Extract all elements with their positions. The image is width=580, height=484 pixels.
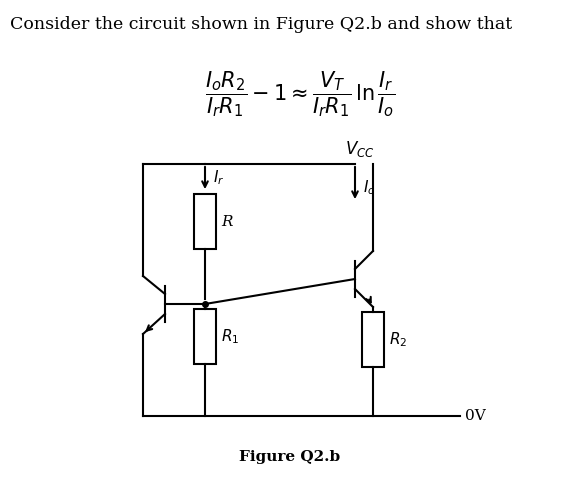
Bar [362, 312, 384, 367]
Text: 0V: 0V [465, 409, 486, 423]
Text: Figure Q2.b: Figure Q2.b [240, 450, 340, 464]
Bar [194, 194, 216, 249]
Text: $I_r$: $I_r$ [213, 168, 224, 187]
Text: Consider the circuit shown in Figure Q2.b and show that: Consider the circuit shown in Figure Q2.… [10, 16, 512, 33]
Text: $V_{CC}$: $V_{CC}$ [345, 139, 375, 159]
Text: $I_o$: $I_o$ [363, 179, 375, 197]
Text: $R_1$: $R_1$ [221, 327, 240, 346]
Text: $\dfrac{I_oR_2}{I_rR_1} - 1 \approx \dfrac{V_T}{I_rR_1}\,\ln\dfrac{I_r}{I_o}$: $\dfrac{I_oR_2}{I_rR_1} - 1 \approx \dfr… [205, 69, 395, 119]
Text: $R_2$: $R_2$ [389, 330, 407, 349]
Bar [194, 309, 216, 364]
Text: R: R [221, 214, 233, 228]
